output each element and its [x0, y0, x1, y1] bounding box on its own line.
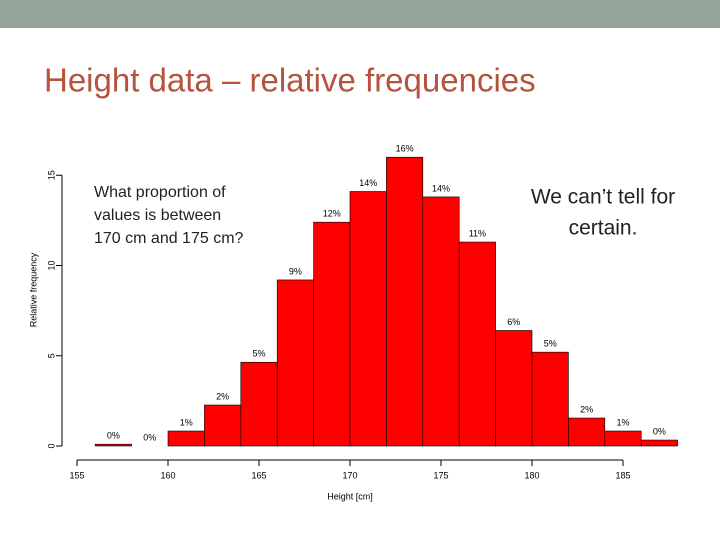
value-label: 0% — [653, 426, 666, 436]
value-label: 1% — [616, 417, 629, 427]
bar — [204, 404, 242, 447]
value-label: 16% — [396, 144, 414, 154]
bar — [167, 430, 205, 447]
answer-text: certain. — [569, 217, 638, 240]
value-label: 0% — [143, 432, 156, 442]
bar — [604, 430, 642, 447]
x-tick-label: 170 — [342, 470, 357, 480]
value-label: 9% — [289, 266, 302, 276]
y-axis-label: Relative frequency — [28, 252, 38, 327]
value-label: 2% — [216, 391, 229, 401]
value-label: 0% — [107, 431, 120, 441]
x-tick-label: 180 — [524, 470, 539, 480]
bar — [568, 417, 606, 447]
answer-text: We can’t tell for — [531, 186, 675, 209]
top-bar — [0, 0, 720, 28]
value-label: 6% — [507, 317, 520, 327]
value-label: 14% — [359, 178, 377, 188]
question-text: values is between — [94, 207, 221, 224]
bar — [349, 191, 387, 447]
bar — [276, 279, 314, 447]
bar — [640, 439, 678, 447]
y-tick-label: 0 — [46, 443, 56, 448]
value-label: 5% — [252, 349, 265, 359]
x-tick-label: 175 — [433, 470, 448, 480]
bar — [313, 221, 351, 447]
value-label: 2% — [580, 404, 593, 414]
bar — [386, 156, 424, 447]
bar — [531, 351, 569, 447]
y-tick-label: 10 — [46, 260, 56, 270]
bar — [240, 361, 278, 447]
y-tick-label: 15 — [46, 170, 56, 180]
x-axis-label: Height [cm] — [327, 491, 373, 501]
x-tick-label: 185 — [615, 470, 630, 480]
value-label: 1% — [180, 417, 193, 427]
value-label: 12% — [323, 209, 341, 219]
bar — [422, 196, 460, 447]
question-text: What proportion of — [94, 184, 226, 201]
bar — [94, 443, 132, 447]
bar — [458, 241, 496, 447]
question-text: 170 cm and 175 cm? — [94, 230, 244, 247]
x-tick-label: 160 — [160, 470, 175, 480]
x-tick-label: 155 — [69, 470, 84, 480]
y-tick-label: 5 — [46, 353, 56, 358]
value-label: 11% — [469, 228, 486, 238]
value-label: 14% — [432, 183, 450, 193]
slide-title: Height data – relative frequencies — [44, 62, 536, 99]
value-label: 5% — [544, 339, 557, 349]
x-tick-label: 165 — [251, 470, 266, 480]
bar — [495, 330, 533, 447]
